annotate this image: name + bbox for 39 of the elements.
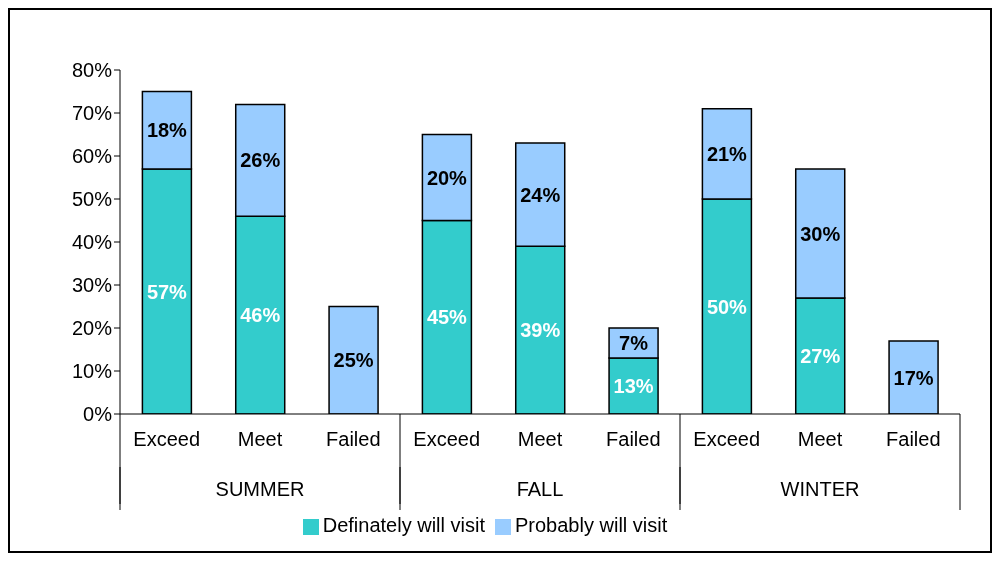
x-tick-label: Failed xyxy=(886,428,941,450)
text: FALL xyxy=(516,478,564,500)
data-label: 25% xyxy=(333,349,374,372)
legend-label: Definately will visit xyxy=(322,514,485,536)
x-tick-label: Exceed xyxy=(133,428,201,450)
text: SUMMER xyxy=(215,478,305,500)
y-tick-label: 80% xyxy=(71,59,113,82)
data-label: 39% xyxy=(520,319,561,342)
x-tick-label: Meet xyxy=(237,428,283,450)
data-label: 57% xyxy=(146,280,188,303)
data-label: 7% xyxy=(619,332,649,355)
data-label: 18% xyxy=(146,119,188,142)
y-tick-label: 60% xyxy=(71,145,113,168)
data-label: 50% xyxy=(706,295,748,318)
data-label: 20% xyxy=(426,166,468,189)
x-tick-label: Meet xyxy=(797,428,843,450)
x-tick-label: Meet xyxy=(517,428,563,450)
data-label: 13% xyxy=(613,375,654,398)
y-tick-label: 20% xyxy=(71,317,113,340)
text: WINTER xyxy=(780,478,860,500)
data-label: 46% xyxy=(240,304,281,327)
x-tick-label: Exceed xyxy=(413,428,481,450)
data-label: 26% xyxy=(240,149,281,172)
data-label: 21% xyxy=(706,142,748,165)
data-label: 24% xyxy=(520,183,561,206)
data-label: 27% xyxy=(800,345,841,368)
y-tick-label: 10% xyxy=(71,360,113,383)
data-label: 30% xyxy=(800,222,841,245)
x-tick-label: Exceed xyxy=(693,428,761,450)
x-tick-label: Failed xyxy=(606,428,661,450)
data-label: 45% xyxy=(426,306,468,329)
legend-label: Probably will visit xyxy=(515,514,668,536)
y-tick-label: 0% xyxy=(83,403,113,426)
y-tick-label: 70% xyxy=(71,102,113,125)
data-label: 17% xyxy=(893,366,934,389)
y-tick-label: 30% xyxy=(71,274,113,297)
y-tick-label: 40% xyxy=(71,231,113,254)
y-tick-label: 50% xyxy=(71,188,113,211)
x-tick-label: Failed xyxy=(326,428,381,450)
